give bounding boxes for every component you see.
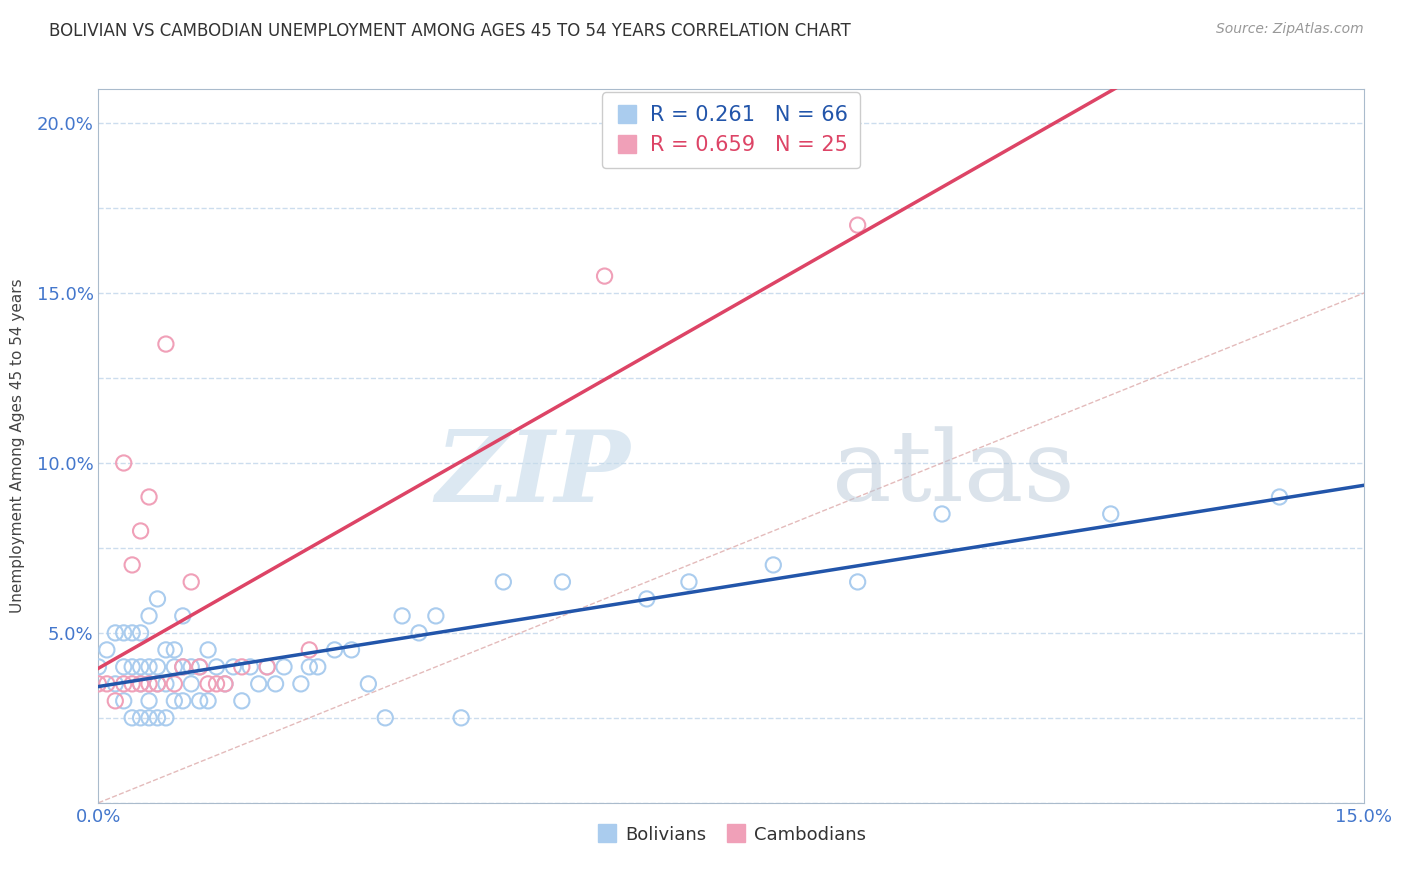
Legend: Bolivians, Cambodians: Bolivians, Cambodians (589, 819, 873, 851)
Point (188, 660, 211, 674)
Point (247, 677, 270, 691)
Point (155, 643, 177, 657)
Point (264, 677, 287, 691)
Point (357, 677, 380, 691)
Point (678, 574, 700, 589)
Point (214, 677, 236, 691)
Point (425, 608, 447, 623)
Point (155, 677, 177, 691)
Point (112, 677, 135, 691)
Point (205, 660, 228, 674)
Point (121, 626, 143, 640)
Point (340, 643, 363, 657)
Point (129, 660, 152, 674)
Point (408, 626, 430, 640)
Point (593, 269, 616, 284)
Point (121, 558, 143, 572)
Point (323, 643, 346, 657)
Point (138, 608, 160, 623)
Point (96, 677, 118, 691)
Point (450, 711, 472, 725)
Point (172, 694, 194, 708)
Point (112, 456, 135, 470)
Point (146, 660, 169, 674)
Text: BOLIVIAN VS CAMBODIAN UNEMPLOYMENT AMONG AGES 45 TO 54 YEARS CORRELATION CHART: BOLIVIAN VS CAMBODIAN UNEMPLOYMENT AMONG… (49, 22, 851, 40)
Point (129, 677, 152, 691)
Point (146, 677, 169, 691)
Point (121, 711, 143, 725)
Point (163, 677, 186, 691)
Point (256, 660, 278, 674)
Point (112, 694, 135, 708)
Point (1099, 507, 1122, 521)
Point (197, 677, 219, 691)
Point (290, 677, 312, 691)
Point (138, 711, 160, 725)
Point (214, 677, 236, 691)
Point (155, 711, 177, 725)
Point (96, 643, 118, 657)
Point (298, 643, 321, 657)
Point (231, 660, 253, 674)
Point (273, 660, 295, 674)
Point (762, 558, 785, 572)
Point (138, 677, 160, 691)
Point (222, 660, 245, 674)
Point (256, 660, 278, 674)
Point (391, 608, 413, 623)
Point (846, 574, 869, 589)
Point (188, 694, 211, 708)
Point (104, 694, 127, 708)
Point (197, 643, 219, 657)
Point (129, 524, 152, 538)
Point (298, 660, 321, 674)
Point (155, 337, 177, 351)
Point (146, 591, 169, 606)
Point (846, 218, 869, 232)
Point (172, 660, 194, 674)
Point (121, 660, 143, 674)
Point (172, 660, 194, 674)
Point (636, 591, 658, 606)
Text: atlas: atlas (832, 426, 1076, 523)
Point (180, 574, 202, 589)
Text: Source: ZipAtlas.com: Source: ZipAtlas.com (1216, 22, 1364, 37)
Point (104, 626, 127, 640)
Point (112, 626, 135, 640)
Point (138, 660, 160, 674)
Point (931, 507, 953, 521)
Point (180, 677, 202, 691)
Point (307, 660, 329, 674)
Point (87, 660, 110, 674)
Point (163, 694, 186, 708)
Point (146, 677, 169, 691)
Point (188, 660, 211, 674)
Point (197, 694, 219, 708)
Point (104, 677, 127, 691)
Point (163, 643, 186, 657)
Point (180, 660, 202, 674)
Point (129, 677, 152, 691)
Point (138, 694, 160, 708)
Point (129, 626, 152, 640)
Point (551, 574, 574, 589)
Point (121, 677, 143, 691)
Point (231, 694, 253, 708)
Point (146, 711, 169, 725)
Point (129, 711, 152, 725)
Point (112, 660, 135, 674)
Text: ZIP: ZIP (434, 426, 630, 523)
Point (172, 608, 194, 623)
Point (205, 677, 228, 691)
Point (239, 660, 262, 674)
Point (1268, 490, 1291, 504)
Point (87, 677, 110, 691)
Point (138, 490, 160, 504)
Point (374, 711, 396, 725)
Y-axis label: Unemployment Among Ages 45 to 54 years: Unemployment Among Ages 45 to 54 years (10, 278, 25, 614)
Point (492, 574, 515, 589)
Point (163, 660, 186, 674)
